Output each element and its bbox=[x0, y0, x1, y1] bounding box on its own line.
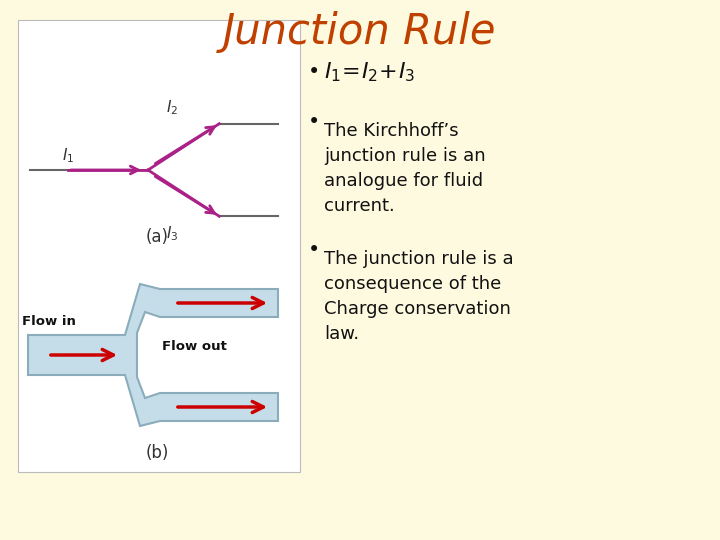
Text: $I_2$: $I_2$ bbox=[166, 98, 178, 117]
Text: •: • bbox=[308, 240, 320, 260]
Text: (b): (b) bbox=[145, 444, 168, 462]
Polygon shape bbox=[28, 284, 278, 426]
Text: $I_3$: $I_3$ bbox=[166, 224, 179, 242]
Text: (a): (a) bbox=[145, 228, 168, 246]
Text: Junction Rule: Junction Rule bbox=[223, 11, 497, 53]
Text: $\mathit{I}_1\!=\!\mathit{I}_2\!+\!\mathit{I}_3$: $\mathit{I}_1\!=\!\mathit{I}_2\!+\!\math… bbox=[324, 60, 415, 84]
Text: •: • bbox=[308, 62, 320, 82]
Text: •: • bbox=[308, 112, 320, 132]
Text: $I_1$: $I_1$ bbox=[62, 146, 74, 165]
Text: The Kirchhoff’s
junction rule is an
analogue for fluid
current.: The Kirchhoff’s junction rule is an anal… bbox=[324, 122, 485, 215]
Text: The junction rule is a
consequence of the
Charge conservation
law.: The junction rule is a consequence of th… bbox=[324, 250, 513, 343]
Text: Flow out: Flow out bbox=[162, 340, 227, 353]
FancyBboxPatch shape bbox=[18, 20, 300, 472]
Text: Flow in: Flow in bbox=[22, 315, 76, 328]
